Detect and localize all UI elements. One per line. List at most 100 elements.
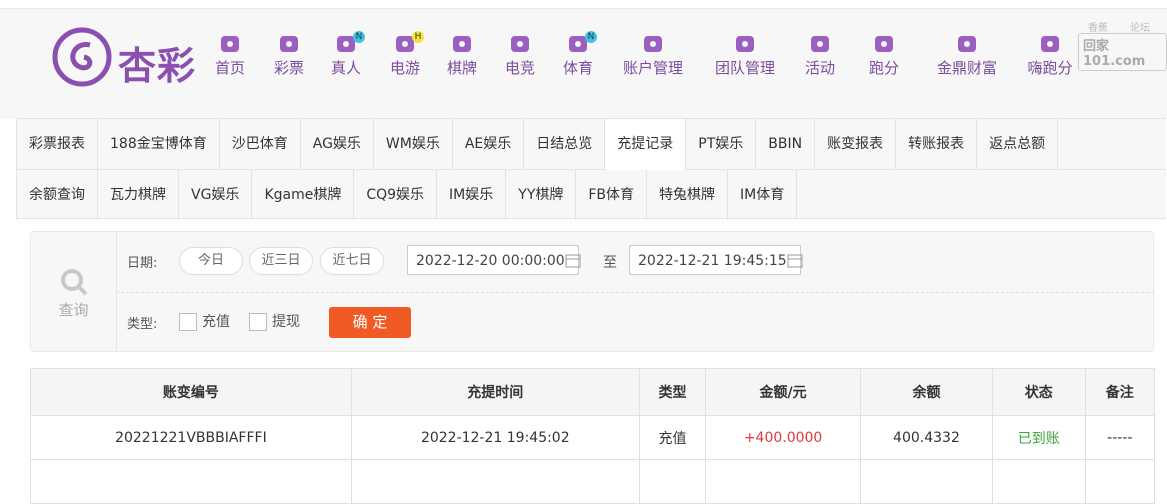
table-cell: 已到账 xyxy=(991,415,1086,460)
table-cell-empty xyxy=(638,459,707,504)
nav-icon xyxy=(811,36,829,52)
table-cell-empty xyxy=(1084,459,1156,504)
checkbox xyxy=(249,313,267,331)
nav-item[interactable]: 活动 xyxy=(775,33,865,78)
table-cell-empty xyxy=(30,459,352,504)
tab[interactable]: FB体育 xyxy=(576,170,648,220)
nav-item[interactable]: 电竞 xyxy=(475,33,565,78)
tab[interactable]: CQ9娱乐 xyxy=(354,170,438,220)
tab[interactable]: Kgame棋牌 xyxy=(252,170,355,220)
tab[interactable]: 余额查询 xyxy=(17,170,98,220)
table-cell: ----- xyxy=(1084,415,1156,460)
nav-icon xyxy=(958,36,976,52)
quick-button[interactable]: 近七日 xyxy=(320,247,384,275)
tab[interactable]: WM娱乐 xyxy=(374,119,453,169)
quick-button[interactable]: 今日 xyxy=(179,247,243,275)
nav-badge: N xyxy=(585,31,597,43)
start-date[interactable]: 2022-12-20 00:00:00 xyxy=(407,245,579,275)
tab[interactable]: BBIN xyxy=(756,119,816,169)
tab[interactable]: 彩票报表 xyxy=(17,119,98,169)
checkbox-label: 充值 xyxy=(202,314,230,330)
type-label: 类型: xyxy=(127,317,158,332)
nav-label: 体育 xyxy=(562,59,593,77)
tab[interactable]: 沙巴体育 xyxy=(220,119,301,169)
tab[interactable]: 转账报表 xyxy=(896,119,978,169)
column-header: 状态 xyxy=(991,368,1086,416)
tab[interactable]: 188金宝博体育 xyxy=(98,119,220,169)
checkbox xyxy=(179,313,197,331)
column-header: 类型 xyxy=(638,368,707,416)
type-checkbox[interactable]: 提现 xyxy=(249,311,300,331)
table-cell: 20221221VBBBIAFFFI xyxy=(30,415,352,460)
search-side: 查询 xyxy=(31,232,117,351)
nav-item[interactable]: 账户管理 xyxy=(608,33,698,78)
tab-active[interactable]: 充提记录 xyxy=(605,119,687,170)
tab[interactable]: 返点总额 xyxy=(977,119,1059,169)
table-cell-empty xyxy=(350,459,640,504)
nav-label: 活动 xyxy=(804,59,835,77)
tab[interactable]: 瓦力棋牌 xyxy=(98,170,179,220)
nav-item[interactable]: 真人 N xyxy=(301,31,391,78)
divider xyxy=(116,292,1154,293)
tab[interactable]: IM娱乐 xyxy=(437,170,507,220)
watermark: 回家101.com xyxy=(1078,33,1167,71)
nav-label: 彩票 xyxy=(273,59,304,77)
tab[interactable]: AE娱乐 xyxy=(453,119,525,169)
to-label: 至 xyxy=(603,255,617,271)
nav-label: 账户管理 xyxy=(622,59,683,77)
nav-item[interactable]: 彩票 xyxy=(244,33,334,78)
logo-text[interactable]: 杏彩 xyxy=(118,44,197,88)
nav-label: 真人 xyxy=(330,59,361,77)
quick-button[interactable]: 近三日 xyxy=(249,247,313,275)
nav-label: 电游 xyxy=(389,59,420,77)
checkbox-label: 提现 xyxy=(272,314,300,330)
start-date-text: 2022-12-20 00:00:00 xyxy=(416,253,565,269)
nav-item[interactable]: 体育 N xyxy=(533,31,623,78)
nav-icon xyxy=(396,36,414,52)
nav-item[interactable]: 跑分 xyxy=(839,33,929,78)
watermark: 香蕉 xyxy=(1088,23,1108,34)
nav-item[interactable]: 嗨跑分 xyxy=(1005,33,1095,78)
submit-button[interactable]: 确 定 xyxy=(329,307,411,338)
nav-label: 首页 xyxy=(214,59,245,77)
nav-label: 跑分 xyxy=(868,59,899,77)
nav-icon xyxy=(644,36,662,52)
nav-icon xyxy=(1041,36,1059,52)
nav-label: 嗨跑分 xyxy=(1027,59,1073,77)
tab[interactable]: IM体育 xyxy=(728,170,798,220)
nav-item[interactable]: 棋牌 xyxy=(417,33,507,78)
type-checkbox[interactable]: 充值 xyxy=(179,311,230,331)
tab[interactable]: YY棋牌 xyxy=(506,170,577,220)
nav-item[interactable]: 电游 H xyxy=(360,31,450,78)
nav-icon xyxy=(280,36,298,52)
nav-item[interactable]: 首页 xyxy=(185,33,275,78)
column-header: 金额/元 xyxy=(705,368,861,416)
nav-badge: N xyxy=(353,31,365,43)
tab[interactable]: 特兔棋牌 xyxy=(647,170,729,220)
nav-icon xyxy=(736,36,754,52)
column-header: 充提时间 xyxy=(350,368,640,416)
date-label: 日期: xyxy=(127,256,158,271)
tab[interactable]: VG娱乐 xyxy=(179,170,253,220)
tab-row: 彩票报表 188金宝博体育 沙巴体育 AG娱乐 WM娱乐 AE娱乐 日结总览 充提记录 PT娱乐… xyxy=(17,119,1166,170)
column-header: 余额 xyxy=(859,368,993,416)
tab[interactable]: AG娱乐 xyxy=(301,119,374,169)
nav-icon xyxy=(337,36,355,52)
tab[interactable]: PT娱乐 xyxy=(686,119,757,169)
page: 杏彩 香蕉 论坛 回家101.com 首页 彩票 真人 N 电游 H 棋牌 电竞 体育 N 账户管理… xyxy=(0,8,1167,504)
table-cell: +400.0000 xyxy=(705,415,861,460)
nav-icon xyxy=(569,36,587,52)
tab[interactable]: 日结总览 xyxy=(524,119,606,169)
nav-item[interactable]: 金鼎财富 xyxy=(922,33,1012,78)
tab-row: 余额查询 瓦力棋牌 VG娱乐 Kgame棋牌 CQ9娱乐 IM娱乐 YY棋牌 FB体育 特兔棋牌… xyxy=(17,170,1166,220)
nav-icon xyxy=(221,36,239,52)
tab[interactable]: 账变报表 xyxy=(815,119,897,169)
column-header: 备注 xyxy=(1084,368,1156,416)
nav-label: 棋牌 xyxy=(446,59,477,77)
nav-label: 金鼎财富 xyxy=(936,59,997,77)
nav-item[interactable]: 团队管理 xyxy=(700,33,790,78)
table-cell: 400.4332 xyxy=(859,415,993,460)
nav-icon xyxy=(875,36,893,52)
table-row: 20221221VBBBIAFFFI 2022-12-21 19:45:02 充值 +… xyxy=(30,415,1156,460)
end-date[interactable]: 2022-12-21 19:45:15 xyxy=(629,245,801,275)
